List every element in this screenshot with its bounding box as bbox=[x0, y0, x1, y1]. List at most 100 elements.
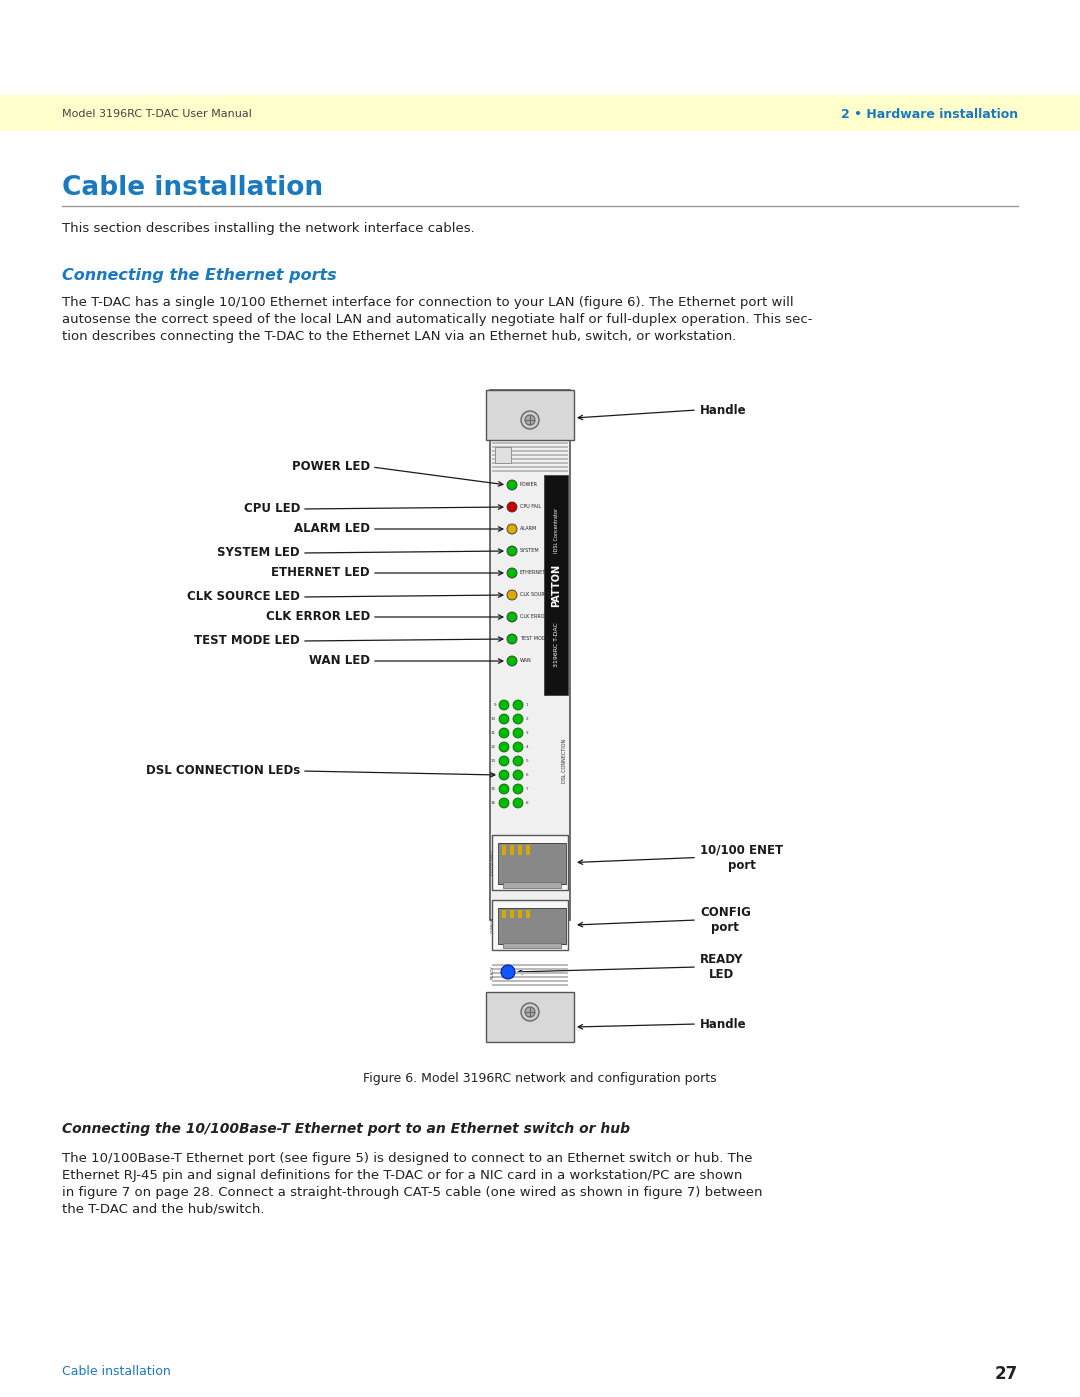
Text: CLK SOURCE: CLK SOURCE bbox=[519, 592, 551, 598]
Bar bbox=[492, 469, 568, 472]
Bar bbox=[492, 454, 568, 455]
Text: 11: 11 bbox=[491, 731, 496, 735]
Bar bbox=[490, 390, 570, 921]
Bar bbox=[492, 450, 568, 453]
Bar bbox=[495, 447, 511, 462]
Text: Connecting the Ethernet ports: Connecting the Ethernet ports bbox=[62, 268, 337, 284]
Text: 14: 14 bbox=[491, 773, 496, 777]
Circle shape bbox=[521, 411, 539, 429]
Text: 7: 7 bbox=[526, 787, 528, 791]
Text: ALARM LED: ALARM LED bbox=[294, 522, 370, 535]
Text: ETHERNET: ETHERNET bbox=[519, 570, 546, 576]
Circle shape bbox=[499, 714, 509, 724]
Text: 1: 1 bbox=[526, 703, 528, 707]
Circle shape bbox=[513, 798, 523, 807]
Bar bbox=[492, 972, 568, 974]
Text: 9: 9 bbox=[494, 703, 496, 707]
Bar bbox=[492, 462, 568, 464]
Circle shape bbox=[507, 546, 517, 556]
Text: Connecting the 10/100Base-T Ethernet port to an Ethernet switch or hub: Connecting the 10/100Base-T Ethernet por… bbox=[62, 1122, 630, 1136]
Text: 10/100 ENET
port: 10/100 ENET port bbox=[700, 844, 783, 872]
Text: CLK ERROR LED: CLK ERROR LED bbox=[266, 610, 370, 623]
Bar bbox=[492, 977, 568, 978]
Circle shape bbox=[507, 524, 517, 534]
Circle shape bbox=[507, 502, 517, 511]
Circle shape bbox=[507, 657, 517, 666]
Circle shape bbox=[499, 700, 509, 710]
Text: 15: 15 bbox=[491, 787, 496, 791]
Circle shape bbox=[499, 770, 509, 780]
Text: Figure 6. Model 3196RC network and configuration ports: Figure 6. Model 3196RC network and confi… bbox=[363, 1071, 717, 1085]
Text: TEST MODE: TEST MODE bbox=[519, 637, 549, 641]
Bar bbox=[486, 992, 573, 1042]
Text: 16: 16 bbox=[491, 800, 496, 805]
Text: READY: READY bbox=[491, 965, 495, 979]
Text: 3: 3 bbox=[526, 731, 528, 735]
Bar bbox=[492, 467, 568, 468]
Bar bbox=[492, 981, 568, 982]
Text: Cable installation: Cable installation bbox=[62, 1365, 171, 1377]
Text: 5: 5 bbox=[526, 759, 528, 763]
Text: ALARM: ALARM bbox=[519, 527, 537, 531]
Circle shape bbox=[499, 742, 509, 752]
Text: READY
LED: READY LED bbox=[700, 953, 743, 981]
Bar bbox=[518, 909, 522, 918]
Circle shape bbox=[513, 714, 523, 724]
Bar bbox=[492, 835, 568, 890]
Text: CPU LED: CPU LED bbox=[244, 503, 300, 515]
Bar bbox=[526, 845, 530, 855]
Circle shape bbox=[499, 784, 509, 793]
Text: CLK SOURCE LED: CLK SOURCE LED bbox=[187, 591, 300, 604]
Circle shape bbox=[507, 569, 517, 578]
Text: SYSTEM LED: SYSTEM LED bbox=[217, 546, 300, 560]
Bar bbox=[503, 882, 561, 888]
Bar bbox=[498, 908, 566, 944]
Bar bbox=[503, 943, 561, 949]
Text: tion describes connecting the T-DAC to the Ethernet LAN via an Ethernet hub, swi: tion describes connecting the T-DAC to t… bbox=[62, 330, 737, 344]
Text: 2: 2 bbox=[526, 717, 528, 721]
Text: Cable installation: Cable installation bbox=[62, 175, 323, 201]
Text: IDSL Concentrator: IDSL Concentrator bbox=[554, 507, 558, 553]
Text: CPU FAIL: CPU FAIL bbox=[519, 504, 541, 510]
Bar bbox=[0, 95, 1080, 131]
Circle shape bbox=[507, 590, 517, 599]
Bar bbox=[526, 909, 530, 918]
Bar bbox=[492, 983, 568, 986]
Circle shape bbox=[507, 612, 517, 622]
Text: CONFIG: CONFIG bbox=[491, 916, 495, 933]
Text: 27: 27 bbox=[995, 1365, 1018, 1383]
Text: DSL CONNECTION: DSL CONNECTION bbox=[562, 739, 567, 784]
Text: 12: 12 bbox=[491, 745, 496, 749]
Bar bbox=[510, 909, 514, 918]
Text: PATTON: PATTON bbox=[551, 563, 561, 606]
Circle shape bbox=[525, 415, 535, 425]
Text: The 10/100Base-T Ethernet port (see figure 5) is designed to connect to an Ether: The 10/100Base-T Ethernet port (see figu… bbox=[62, 1153, 753, 1165]
Text: the T-DAC and the hub/switch.: the T-DAC and the hub/switch. bbox=[62, 1203, 265, 1215]
Text: 6: 6 bbox=[526, 773, 528, 777]
Text: Model 3196RC T-DAC User Manual: Model 3196RC T-DAC User Manual bbox=[62, 109, 252, 119]
Text: Handle: Handle bbox=[700, 1017, 746, 1031]
Text: POWER: POWER bbox=[519, 482, 538, 488]
Circle shape bbox=[507, 481, 517, 490]
Bar bbox=[492, 968, 568, 970]
Circle shape bbox=[513, 728, 523, 738]
Bar bbox=[510, 845, 514, 855]
Text: CLK ERROR: CLK ERROR bbox=[519, 615, 548, 619]
Text: DSL CONNECTION LEDs: DSL CONNECTION LEDs bbox=[146, 764, 300, 778]
Text: 2 • Hardware installation: 2 • Hardware installation bbox=[841, 108, 1018, 120]
Text: WAN LED: WAN LED bbox=[309, 655, 370, 668]
Text: 13: 13 bbox=[491, 759, 496, 763]
Text: 8: 8 bbox=[526, 800, 528, 805]
Text: CONFIG
port: CONFIG port bbox=[700, 907, 751, 935]
Text: This section describes installing the network interface cables.: This section describes installing the ne… bbox=[62, 222, 475, 235]
Circle shape bbox=[513, 756, 523, 766]
Text: 10: 10 bbox=[491, 717, 496, 721]
Circle shape bbox=[513, 742, 523, 752]
Bar bbox=[492, 441, 568, 444]
Text: Handle: Handle bbox=[700, 404, 746, 416]
Text: in figure 7 on page 28. Connect a straight-through CAT-5 cable (one wired as sho: in figure 7 on page 28. Connect a straig… bbox=[62, 1186, 762, 1199]
Circle shape bbox=[507, 634, 517, 644]
Circle shape bbox=[513, 784, 523, 793]
Text: autosense the correct speed of the local LAN and automatically negotiate half or: autosense the correct speed of the local… bbox=[62, 313, 812, 326]
Text: ETHERNET LED: ETHERNET LED bbox=[271, 567, 370, 580]
